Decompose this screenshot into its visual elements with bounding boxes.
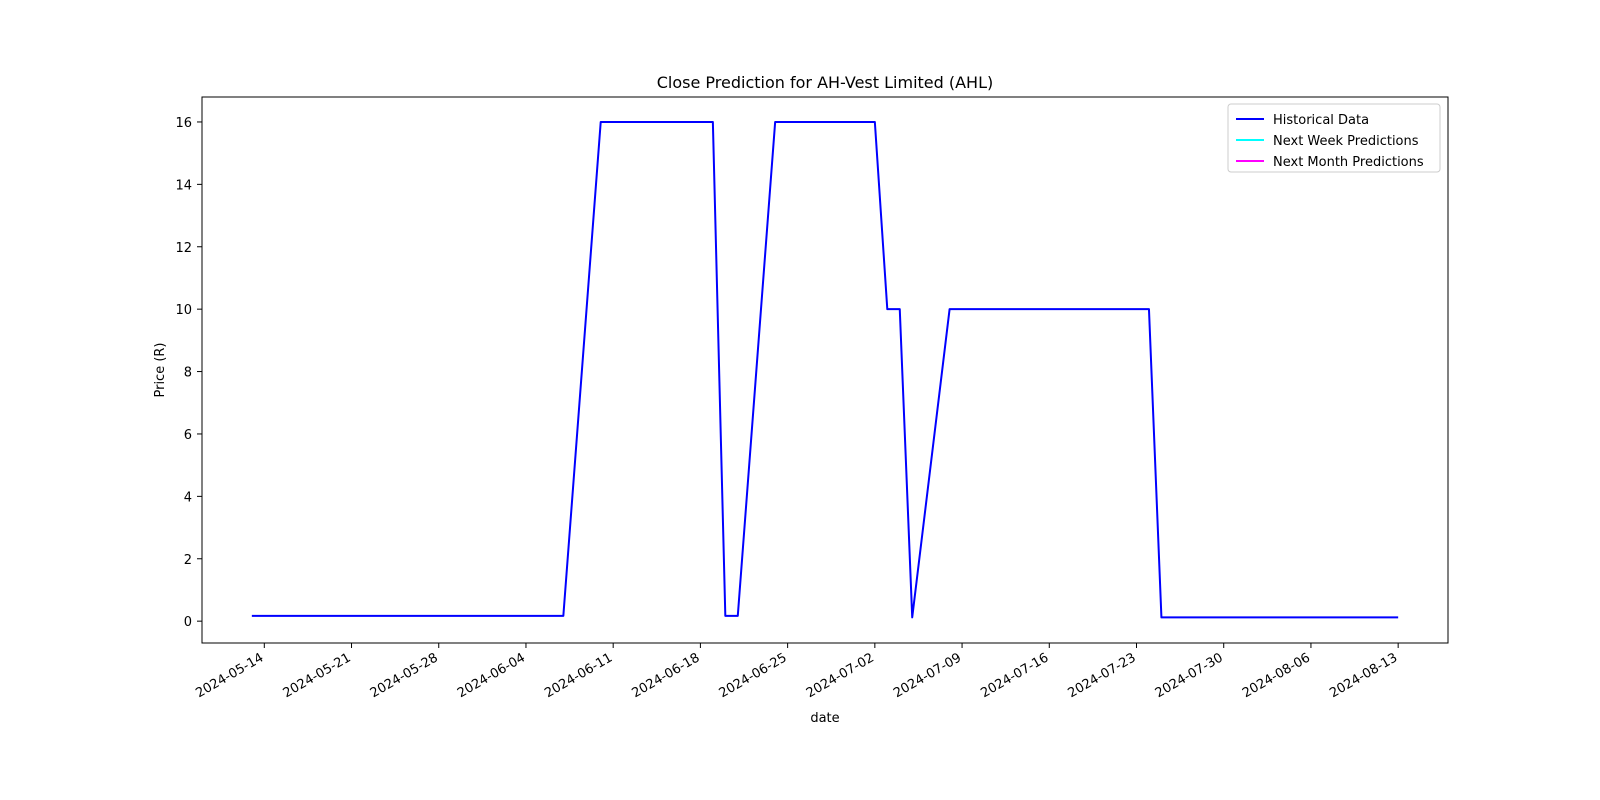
legend: Historical Data Next Week Predictions Next… <box>1227 103 1441 173</box>
plot-area <box>201 96 1449 644</box>
legend-label-0: Historical Data <box>1273 113 1369 128</box>
y-tick-label: 4 <box>184 490 192 505</box>
chart-title: Close Prediction for AH-Vest Limited (AH… <box>657 73 994 92</box>
y-tick-label: 6 <box>184 428 192 443</box>
y-tick-label: 0 <box>184 615 192 630</box>
legend-label-1: Next Week Predictions <box>1273 134 1419 149</box>
legend-box <box>1227 103 1441 173</box>
legend-label-2: Next Month Predictions <box>1273 155 1424 170</box>
plot-frame <box>201 96 1449 644</box>
series-line-0 <box>251 120 1399 619</box>
y-tick-label: 12 <box>175 241 192 256</box>
y-tick-label: 14 <box>175 178 192 193</box>
y-tick-label: 8 <box>184 366 192 381</box>
x-axis-label: date <box>810 711 839 726</box>
y-tick-label: 2 <box>184 553 192 568</box>
y-tick-label: 10 <box>175 303 192 318</box>
y-axis: 0 2 4 6 8 10 12 14 16 <box>175 116 202 630</box>
y-axis-label: Price (R) <box>153 342 168 397</box>
y-tick-label: 16 <box>175 116 192 131</box>
plot-background <box>202 97 1448 643</box>
